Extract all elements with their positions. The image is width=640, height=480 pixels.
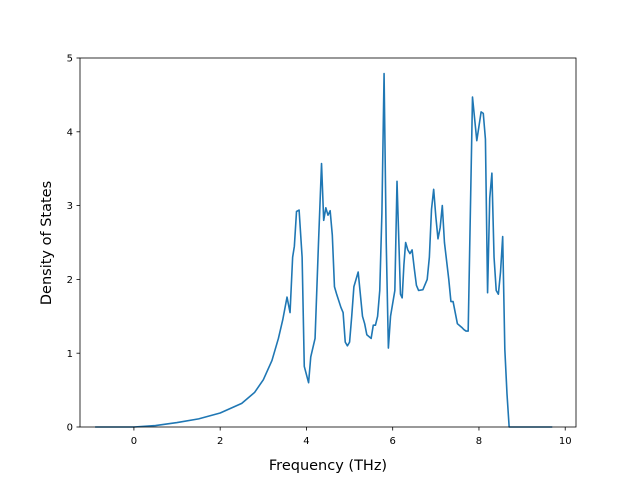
x-tick-label: 0 <box>131 436 137 447</box>
x-tick-label: 10 <box>559 436 572 447</box>
x-axis-ticks: 0 2 4 6 8 10 <box>131 427 572 447</box>
axes-frame <box>79 57 577 428</box>
x-axis-label: Frequency (THz) <box>269 458 387 474</box>
y-tick-label: 1 <box>67 349 73 360</box>
x-tick-label: 6 <box>390 436 396 447</box>
y-tick-label: 0 <box>67 423 73 434</box>
y-tick-label: 5 <box>67 54 73 65</box>
x-tick-label: 8 <box>476 436 482 447</box>
y-tick-label: 2 <box>67 275 73 286</box>
y-tick-label: 3 <box>67 201 73 212</box>
y-axis-label: Density of States <box>39 181 55 305</box>
x-tick-label: 4 <box>303 436 309 447</box>
y-axis-ticks: 0 1 2 3 4 5 <box>67 54 80 434</box>
y-tick-label: 4 <box>67 127 73 138</box>
x-tick-label: 2 <box>217 436 223 447</box>
dos-line <box>95 72 553 428</box>
plot-area <box>79 57 577 428</box>
